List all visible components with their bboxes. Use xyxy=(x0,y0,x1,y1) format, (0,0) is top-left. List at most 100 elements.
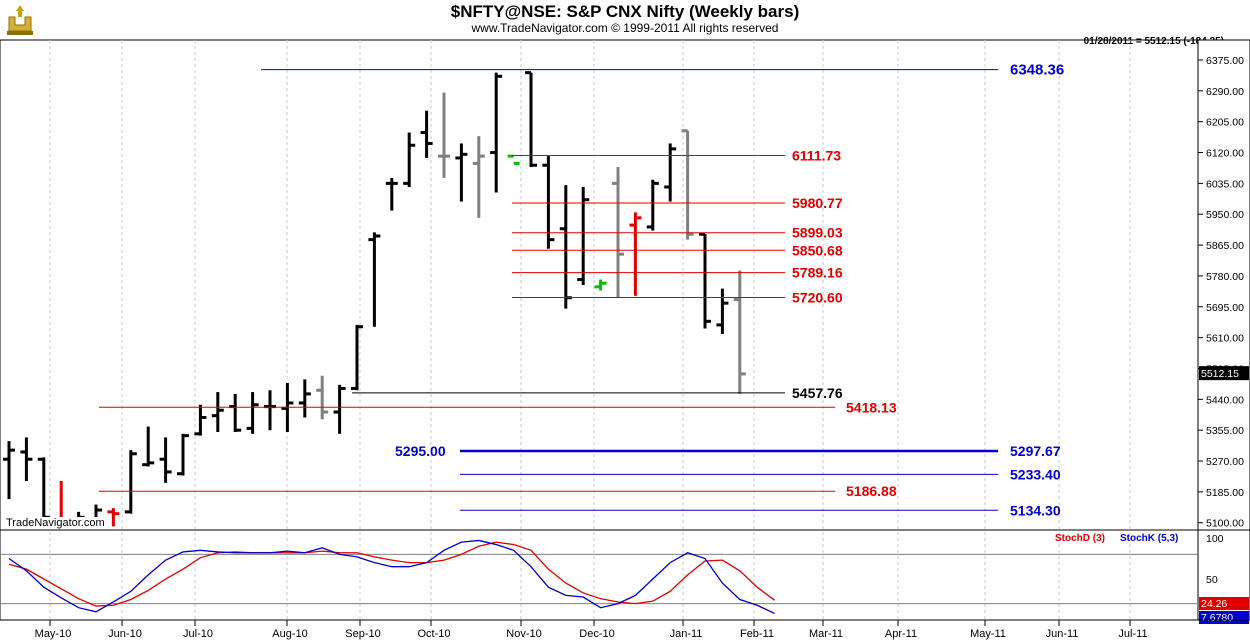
ohlc-bar xyxy=(455,143,468,202)
y-tick-label: 6035.00 xyxy=(1206,178,1244,190)
level-label: 5789.16 xyxy=(792,265,843,281)
stochd-value-box xyxy=(1199,597,1249,610)
ohlc-bar xyxy=(681,129,694,240)
stochk-value-box xyxy=(1199,611,1249,624)
y-tick-label: 5185.00 xyxy=(1206,487,1244,499)
x-tick-label: Sep-10 xyxy=(345,628,380,640)
level-label: 5850.68 xyxy=(792,242,843,258)
x-tick-label: Aug-10 xyxy=(272,628,307,640)
ohlc-bar xyxy=(264,390,276,431)
level-label: 5418.13 xyxy=(846,399,897,415)
ohlc-bar xyxy=(229,393,242,432)
level-label: 6111.73 xyxy=(792,148,841,164)
ohlc-bar xyxy=(107,508,120,527)
chart-subtitle: www.TradeNavigator.com © 1999-2011 All r… xyxy=(471,21,779,35)
ohlc-bar xyxy=(124,450,137,514)
ohlc-bar xyxy=(20,437,33,481)
level-label: 5720.60 xyxy=(792,289,843,305)
y-tick-label: 5100.00 xyxy=(1206,518,1244,530)
x-tick-label: Feb-11 xyxy=(740,628,774,640)
y-tick-label: 5950.00 xyxy=(1206,209,1244,221)
level-label: 5980.77 xyxy=(792,195,843,211)
x-tick-label: Apr-11 xyxy=(885,628,917,640)
ohlc-bar xyxy=(507,154,520,165)
y-tick-label: 6290.00 xyxy=(1206,86,1244,98)
ohlc-bar xyxy=(472,136,485,218)
stochk-value: 7.6780 xyxy=(1201,612,1233,624)
level-label: 5233.40 xyxy=(1010,466,1061,482)
x-tick-label: Mar-11 xyxy=(809,628,843,640)
ohlc-bar xyxy=(333,384,346,434)
ohlc-bar xyxy=(368,232,381,327)
y-tick-label: 5440.00 xyxy=(1206,394,1244,406)
ohlc-bar xyxy=(298,379,311,418)
level-label: 5186.88 xyxy=(846,483,897,499)
logo-icon xyxy=(7,5,33,35)
ohlc-bar xyxy=(37,457,50,523)
ohlc-bar xyxy=(159,437,172,483)
stochastic-tick-label: 50 xyxy=(1206,574,1218,586)
x-tick-label: Nov-10 xyxy=(506,628,541,640)
stochastic-tick-label: 100 xyxy=(1206,533,1224,545)
ohlc-bar xyxy=(194,404,207,436)
y-tick-label: 5865.00 xyxy=(1206,240,1244,252)
ohlc-bar xyxy=(525,71,537,168)
level-label: 5457.76 xyxy=(792,385,843,401)
ohlc-bar xyxy=(420,110,433,158)
stochd-value: 24.26 xyxy=(1201,598,1227,610)
x-tick-label: Jun-11 xyxy=(1046,628,1079,640)
x-tick-label: Jan-11 xyxy=(670,628,703,640)
y-tick-label: 5780.00 xyxy=(1206,271,1244,283)
stochd-label: StochD (3) xyxy=(1055,533,1105,544)
stochk-label: StochK (5,3) xyxy=(1120,533,1179,544)
ohlc-bar xyxy=(316,375,329,420)
y-tick-label: 6120.00 xyxy=(1206,148,1244,160)
last-value-box xyxy=(1199,366,1249,381)
price-bars xyxy=(3,71,746,527)
stochk-line xyxy=(8,539,775,615)
x-tick-label: Jul-11 xyxy=(1118,628,1147,640)
chart-grid xyxy=(0,39,1199,620)
ohlc-bar xyxy=(664,143,677,202)
ohlc-bar xyxy=(211,392,224,432)
x-tick-label: May-10 xyxy=(35,628,72,640)
chart-title: $NFTY@NSE: S&P CNX Nifty (Weekly bars) xyxy=(450,2,800,21)
y-tick-label: 5610.00 xyxy=(1206,333,1244,345)
ohlc-bar xyxy=(559,185,572,309)
ohlc-bar xyxy=(733,270,746,394)
y-tick-label: 5695.00 xyxy=(1206,302,1244,314)
price-axis-background xyxy=(1197,39,1250,531)
ohlc-bar xyxy=(3,441,15,500)
x-tick-label: Jun-10 xyxy=(108,628,142,640)
last-quote: 01/28/2011 = 5512.15 (-184.35) xyxy=(1083,36,1224,47)
level-label: 5134.30 xyxy=(1010,502,1061,518)
y-tick-label: 6205.00 xyxy=(1206,117,1244,129)
level-label: 5899.03 xyxy=(792,225,843,241)
ohlc-bar xyxy=(351,324,363,391)
ohlc-bar xyxy=(716,288,729,334)
ohlc-bar xyxy=(699,232,711,329)
watermark: TradeNavigator.com xyxy=(5,517,106,529)
ohlc-bar xyxy=(490,72,503,193)
date-axis: May-10 Jun-10 Jul-10 Aug-10 Sep-10 Oct-10 Nov-… xyxy=(0,619,1250,640)
x-tick-label: Oct-10 xyxy=(417,628,450,640)
ohlc-bar xyxy=(542,156,555,249)
ohlc-bar xyxy=(594,279,607,291)
stochd-line xyxy=(8,541,775,607)
level-label: 6348.36 xyxy=(1010,62,1064,79)
price-axis: 6375.00 6290.00 6205.00 6120.00 6035.00 5950.… xyxy=(1197,39,1250,531)
chart-header: $NFTY@NSE: S&P CNX Nifty (Weekly bars) w… xyxy=(0,0,1250,40)
x-tick-label: Jul-10 xyxy=(183,628,213,640)
ohlc-bar xyxy=(385,177,398,211)
level-label: 5297.67 xyxy=(1010,443,1061,459)
ohlc-bar xyxy=(246,392,259,434)
x-tick-label: Dec-10 xyxy=(579,628,614,640)
ohlc-bar xyxy=(438,92,450,178)
stochastic-panel: 100 50 24.26 7.6780 xyxy=(0,529,1250,624)
ohlc-bar xyxy=(629,212,642,296)
ohlc-bar xyxy=(177,433,189,476)
ohlc-bar xyxy=(577,187,590,285)
y-tick-label: 6375.00 xyxy=(1206,55,1244,67)
y-tick-label: 5270.00 xyxy=(1206,456,1244,468)
ohlc-bar xyxy=(403,132,416,187)
